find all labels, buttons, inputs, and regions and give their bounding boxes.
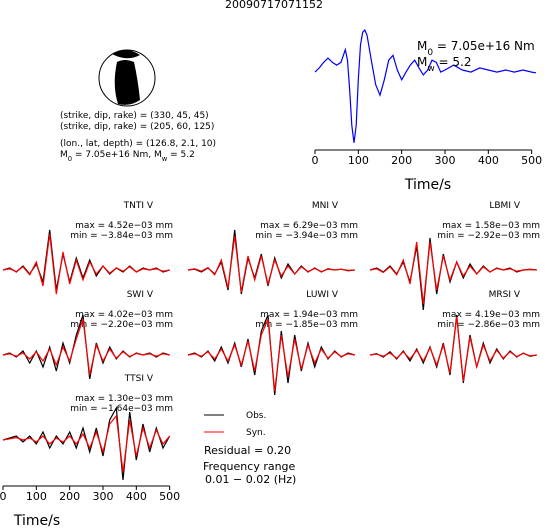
max-label: max = 4.02e−03 mm [75, 310, 173, 320]
waveform [2, 318, 170, 376]
waveform [369, 316, 537, 382]
waveform [2, 414, 171, 473]
x-tick-label: 200 [391, 154, 412, 167]
max-label: max = 1.30e−03 mm [75, 394, 173, 404]
max-label: max = 1.58e−03 mm [442, 221, 540, 231]
waveform [187, 318, 355, 392]
waveform [2, 233, 170, 295]
frequency-range: 0.01 − 0.02 (Hz) [205, 473, 296, 486]
frequency-label: Frequency range [203, 460, 296, 473]
x-tick-label: 400 [126, 490, 147, 503]
stf-line [314, 29, 537, 143]
max-label: max = 4.52e−03 mm [75, 221, 173, 231]
text-part: = 5.2 [167, 150, 195, 160]
subscript: w [162, 155, 168, 163]
mechanism-line: (strike, dip, rake) = (330, 45, 45) [60, 111, 209, 121]
text-part: = 7.05e+16 Nm [433, 39, 535, 53]
waveform [187, 235, 355, 293]
min-label: min = −1.85e−03 mm [255, 320, 358, 330]
min-label: min = −3.94e−03 mm [255, 231, 358, 241]
annotation: M0 = 7.05e+16 Nm [417, 39, 535, 58]
x-tick-label: 100 [348, 154, 369, 167]
x-tick-label: 0 [312, 154, 319, 167]
panel-title: TNTI V [123, 201, 154, 211]
min-label: min = −2.86e−03 mm [437, 320, 540, 330]
panel-title: MRSI V [489, 290, 521, 300]
moment-text: M0 = 7.05e+16 Nm, Mw = 5.2 [60, 150, 195, 163]
beachball [98, 49, 156, 107]
min-label: min = −1.64e−03 mm [70, 404, 173, 414]
max-label: max = 4.19e−03 mm [442, 310, 540, 320]
text-part: M [60, 150, 68, 160]
waveform [369, 241, 537, 305]
min-label: min = −2.92e−03 mm [437, 231, 540, 241]
x-tick-label: 100 [26, 490, 47, 503]
text-part: M [417, 39, 427, 53]
x-tick-label: 300 [435, 154, 456, 167]
min-label: min = −2.20e−03 mm [70, 320, 173, 330]
figure-title: 20090717071152 [225, 0, 323, 11]
subscript: w [427, 64, 434, 74]
text-part: M [417, 55, 427, 69]
annotation: Mw = 5.2 [417, 55, 472, 74]
x-tick-label: 200 [59, 490, 80, 503]
text-part: = 5.2 [435, 55, 472, 69]
residual: Residual = 0.20 [204, 444, 291, 457]
x-axis-label: Time/s [404, 177, 451, 193]
mechanism-line: (strike, dip, rake) = (205, 60, 125) [60, 122, 214, 132]
subscript: 0 [427, 48, 433, 58]
text-part: = 7.05e+16 Nm, M [72, 150, 162, 160]
subscript: 0 [68, 155, 72, 163]
mechanism-line: (lon., lat, depth) = (126.8, 2.1, 10) [60, 139, 216, 149]
x-tick-label: 0 [0, 490, 7, 503]
panel-title: LBMI V [489, 201, 520, 211]
min-label: min = −3.84e−03 mm [70, 231, 173, 241]
x-tick-label: 300 [93, 490, 114, 503]
x-axis-label: Time/s [13, 513, 60, 529]
waveform [2, 405, 171, 481]
max-label: max = 6.29e−03 mm [260, 221, 358, 231]
legend-label: Obs. [246, 411, 266, 421]
panel-title: MNI V [312, 201, 339, 211]
x-tick-label: 500 [521, 154, 542, 167]
legend-label: Syn. [246, 428, 266, 438]
max-label: max = 1.94e−03 mm [260, 310, 358, 320]
x-tick-label: 500 [159, 490, 180, 503]
x-tick-label: 400 [478, 154, 499, 167]
panel-title: TTSI V [124, 374, 154, 384]
panel-title: SWI V [127, 290, 154, 300]
panel-title: LUWI V [306, 290, 339, 300]
